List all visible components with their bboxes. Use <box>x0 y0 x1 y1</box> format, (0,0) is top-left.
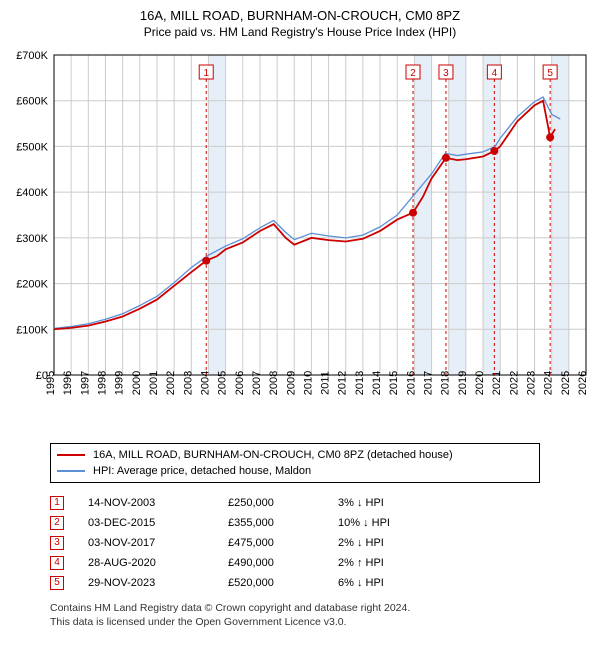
svg-text:5: 5 <box>547 68 553 79</box>
svg-text:1995: 1995 <box>45 371 57 395</box>
svg-text:£100K: £100K <box>16 324 48 336</box>
legend-item: HPI: Average price, detached house, Mald… <box>57 463 533 479</box>
svg-text:2: 2 <box>410 68 416 79</box>
event-row: 4 28-AUG-2020£490,0002% ↑ HPI <box>50 553 582 573</box>
svg-text:2004: 2004 <box>199 371 211 395</box>
event-price: £475,000 <box>228 537 338 549</box>
svg-text:1997: 1997 <box>79 371 91 395</box>
event-date: 28-AUG-2020 <box>88 557 228 569</box>
event-date: 29-NOV-2023 <box>88 577 228 589</box>
footer-line2: This data is licensed under the Open Gov… <box>50 615 582 629</box>
svg-text:£500K: £500K <box>16 141 48 153</box>
event-row: 2 03-DEC-2015£355,00010% ↓ HPI <box>50 513 582 533</box>
svg-text:1996: 1996 <box>62 371 74 395</box>
legend: 16A, MILL ROAD, BURNHAM-ON-CROUCH, CM0 8… <box>50 443 540 483</box>
event-marker: 5 <box>50 576 64 590</box>
svg-text:2026: 2026 <box>577 371 589 395</box>
svg-text:2013: 2013 <box>354 371 366 395</box>
svg-text:2023: 2023 <box>526 371 538 395</box>
chart-subtitle: Price paid vs. HM Land Registry's House … <box>6 25 594 39</box>
svg-text:1999: 1999 <box>114 371 126 395</box>
events-table: 1 14-NOV-2003£250,0003% ↓ HPI 2 03-DEC-2015… <box>50 493 582 593</box>
svg-text:2021: 2021 <box>491 371 503 395</box>
event-marker: 3 <box>50 536 64 550</box>
svg-text:1: 1 <box>203 68 209 79</box>
svg-text:2012: 2012 <box>337 371 349 395</box>
svg-text:£400K: £400K <box>16 187 48 199</box>
event-marker: 1 <box>50 496 64 510</box>
svg-text:£200K: £200K <box>16 279 48 291</box>
event-price: £250,000 <box>228 497 338 509</box>
event-diff: 3% ↓ HPI <box>338 497 448 509</box>
svg-text:2016: 2016 <box>405 371 417 395</box>
svg-text:2022: 2022 <box>508 371 520 395</box>
svg-text:2008: 2008 <box>268 371 280 395</box>
svg-text:£600K: £600K <box>16 96 48 108</box>
event-marker: 2 <box>50 516 64 530</box>
legend-label: HPI: Average price, detached house, Mald… <box>93 463 311 479</box>
legend-swatch <box>57 454 85 457</box>
svg-text:2019: 2019 <box>457 371 469 395</box>
legend-label: 16A, MILL ROAD, BURNHAM-ON-CROUCH, CM0 8… <box>93 447 453 463</box>
legend-swatch <box>57 470 85 472</box>
svg-text:2010: 2010 <box>302 371 314 395</box>
event-diff: 2% ↓ HPI <box>338 537 448 549</box>
event-date: 14-NOV-2003 <box>88 497 228 509</box>
svg-text:£700K: £700K <box>16 50 48 62</box>
event-price: £355,000 <box>228 517 338 529</box>
svg-text:2000: 2000 <box>131 371 143 395</box>
svg-text:2003: 2003 <box>182 371 194 395</box>
svg-text:2025: 2025 <box>560 371 572 395</box>
svg-text:2001: 2001 <box>148 371 160 395</box>
svg-text:2017: 2017 <box>423 371 435 395</box>
svg-text:2007: 2007 <box>251 371 263 395</box>
svg-text:2005: 2005 <box>217 371 229 395</box>
footer-line1: Contains HM Land Registry data © Crown c… <box>50 601 582 615</box>
svg-text:4: 4 <box>492 68 498 79</box>
event-diff: 2% ↑ HPI <box>338 557 448 569</box>
svg-text:3: 3 <box>443 68 449 79</box>
svg-text:2014: 2014 <box>371 371 383 395</box>
event-row: 3 03-NOV-2017£475,0002% ↓ HPI <box>50 533 582 553</box>
event-diff: 6% ↓ HPI <box>338 577 448 589</box>
svg-text:2024: 2024 <box>543 371 555 395</box>
event-date: 03-DEC-2015 <box>88 517 228 529</box>
svg-text:1998: 1998 <box>96 371 108 395</box>
legend-item: 16A, MILL ROAD, BURNHAM-ON-CROUCH, CM0 8… <box>57 447 533 463</box>
chart-title: 16A, MILL ROAD, BURNHAM-ON-CROUCH, CM0 8… <box>6 8 594 23</box>
footer-attribution: Contains HM Land Registry data © Crown c… <box>50 601 582 629</box>
svg-text:2015: 2015 <box>388 371 400 395</box>
event-marker: 4 <box>50 556 64 570</box>
svg-text:2006: 2006 <box>234 371 246 395</box>
event-diff: 10% ↓ HPI <box>338 517 448 529</box>
event-price: £490,000 <box>228 557 338 569</box>
chart-area: £0£100K£200K£300K£400K£500K£600K£700K199… <box>6 45 594 435</box>
svg-text:£300K: £300K <box>16 233 48 245</box>
event-price: £520,000 <box>228 577 338 589</box>
svg-text:2002: 2002 <box>165 371 177 395</box>
event-date: 03-NOV-2017 <box>88 537 228 549</box>
svg-text:2020: 2020 <box>474 371 486 395</box>
event-row: 5 29-NOV-2023£520,0006% ↓ HPI <box>50 573 582 593</box>
svg-text:2009: 2009 <box>285 371 297 395</box>
line-chart-svg: £0£100K£200K£300K£400K£500K£600K£700K199… <box>6 45 594 435</box>
event-row: 1 14-NOV-2003£250,0003% ↓ HPI <box>50 493 582 513</box>
